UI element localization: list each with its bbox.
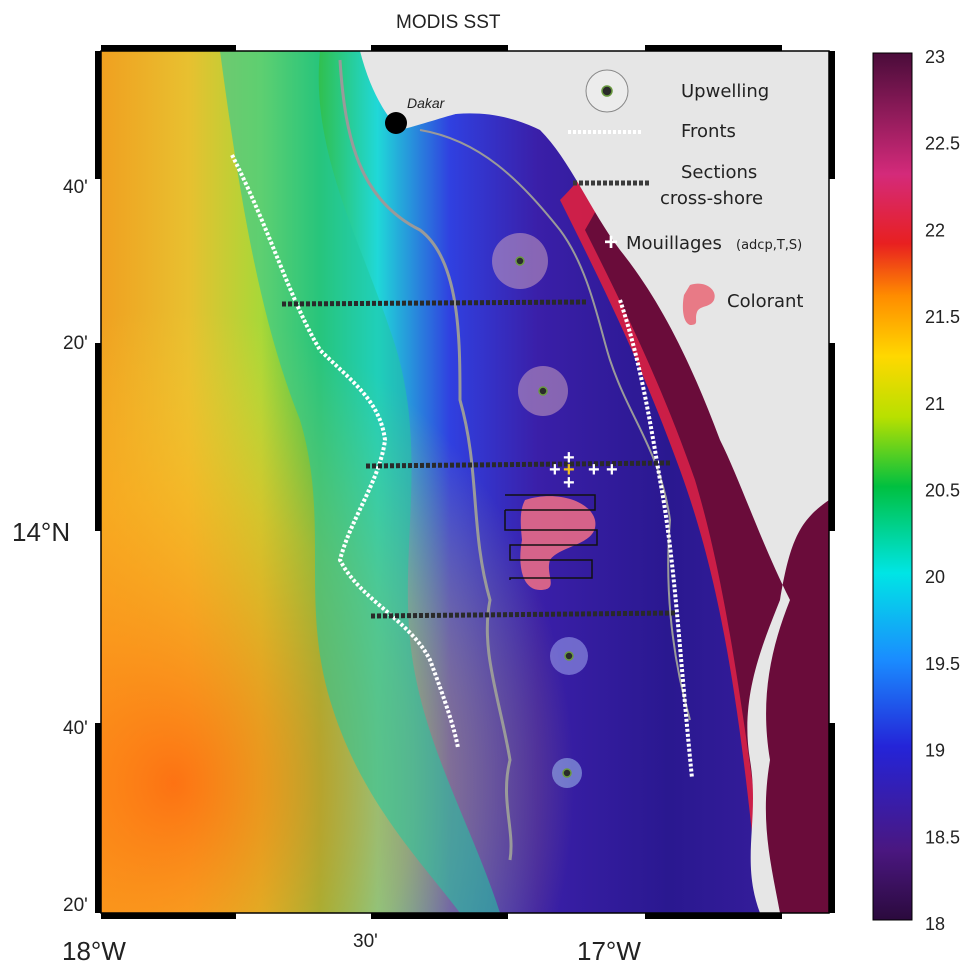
dye-survey-track [504,494,598,580]
dye-patch [520,496,596,590]
mooring-marker: + [563,472,575,494]
mooring-marker: + [606,459,618,481]
colorbar-tick-label: 23 [925,47,945,67]
lat-tick: 14°N [12,517,70,547]
legend-sections-label-2: cross-shore [660,188,763,209]
mooring-marker: + [588,459,600,481]
colorbar-tick-label: 20.5 [925,481,960,501]
land-cap-vert [360,51,600,130]
legend-mooring-symbol: + [604,229,618,256]
map-legend: Upwelling Fronts Sections cross-shore + … [568,69,804,325]
legend-dye-label: Colorant [727,291,804,312]
mooring-marker-center: + [563,459,575,481]
mooring-marker: + [549,459,561,481]
colorbar [872,52,913,921]
colorbar-tick-label: 22 [925,220,945,240]
isobath-coastal [419,129,691,721]
lat-axis: 40' 20' 14°N 40' 20' [12,177,88,916]
dakar-marker [385,112,407,134]
lat-tick: 40' [63,177,88,198]
mooring-marker: + [563,447,575,469]
map-title-text: MODIS SST [396,12,501,33]
lat-tick: 20' [63,333,88,354]
legend-dye-symbol [682,283,715,325]
frame-ticks [95,45,835,919]
legend-moorings-sublabel: (adcp,T,S) [736,238,802,253]
legend-fronts-label: Fronts [681,121,736,142]
sst-map: + + + + + + Dakar Upwelling Fronts Secti… [101,51,829,913]
section-south [370,610,678,619]
moorings: + + + + + + [549,447,618,494]
isobath-offshore [338,59,513,861]
colorbar-tick-label: 19.5 [925,654,960,674]
colorbar-tick-label: 18.5 [925,827,960,847]
colorbar-tick-label: 18 [925,914,945,934]
land-senegal [380,51,829,913]
lon-axis: 18°W 30' 17°W [62,931,641,966]
colorbar-tick-label: 21.5 [925,307,960,327]
upwelling-markers [492,233,588,788]
lon-tick: 30' [353,931,378,952]
legend-moorings-label: Mouillages [626,233,722,254]
colorbar-tick-label: 22.5 [925,134,960,154]
lat-tick: 20' [63,895,88,916]
section-north [281,299,587,307]
section-middle [365,460,671,469]
lon-tick: 17°W [577,936,641,966]
legend-upwelling-label: Upwelling [681,81,769,102]
colorbar-tick-label: 19 [925,741,945,761]
dakar-label: Dakar [407,95,446,111]
colorbar-tick-label: 21 [925,394,945,414]
colorbar-tick-label: 20 [925,567,945,587]
lon-tick: 18°W [62,936,126,966]
transition-zone [220,51,500,913]
lat-tick: 40' [63,718,88,739]
colorbar-ticks: 23 22.5 22 21.5 21 20.5 20 19.5 19 18.5 18 [925,47,960,934]
legend-sections-label-1: Sections [681,162,757,183]
front-coastal [618,299,694,779]
